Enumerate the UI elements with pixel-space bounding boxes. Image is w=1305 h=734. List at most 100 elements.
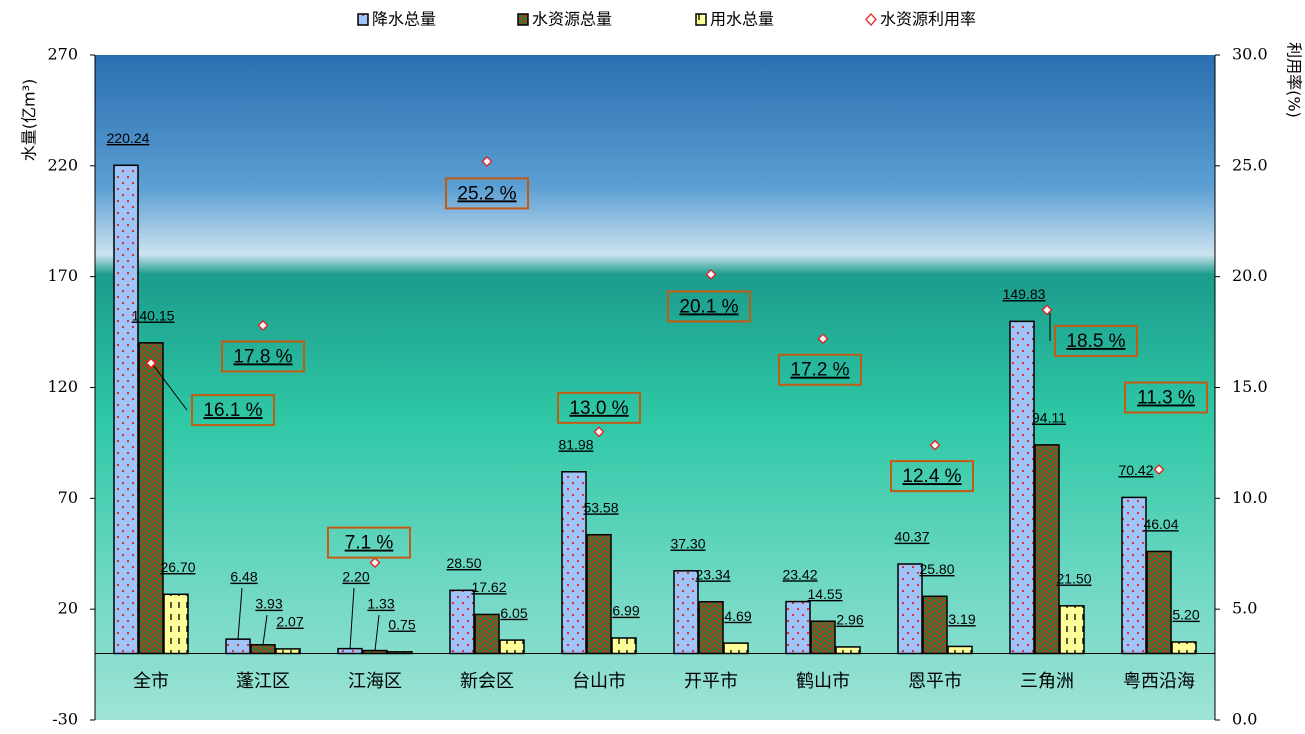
y-tick-label: 120 xyxy=(47,377,78,396)
bar xyxy=(785,600,811,655)
x-tick-label: 开平市 xyxy=(684,671,738,692)
value-label: 6.05 xyxy=(500,605,527,621)
bar xyxy=(138,342,164,655)
x-tick-label: 恩平市 xyxy=(908,671,962,692)
rate-label-box xyxy=(1054,324,1138,357)
value-label: 40.37 xyxy=(894,529,929,545)
value-label: 81.98 xyxy=(558,436,593,452)
y2-tick-label: 10.0 xyxy=(1232,488,1268,507)
leader-line xyxy=(237,587,243,640)
bar xyxy=(387,651,413,655)
rate-marker xyxy=(481,155,493,167)
bar xyxy=(474,613,500,655)
bar xyxy=(947,645,973,655)
bar xyxy=(1059,605,1085,655)
legend-swatch xyxy=(357,13,369,26)
rate-label: 18.5 % xyxy=(1066,331,1125,352)
y2-tick-label: 15.0 xyxy=(1232,377,1268,396)
rate-label: 7.1 % xyxy=(345,533,394,554)
value-label: 26.70 xyxy=(160,559,195,575)
rate-marker xyxy=(369,557,381,569)
y-tick-label: 270 xyxy=(47,45,78,64)
rate-marker xyxy=(145,357,157,369)
legend-label: 降水总量 xyxy=(372,10,436,29)
leader-line xyxy=(374,614,380,651)
bar xyxy=(449,589,475,655)
y-tick-label: -30 xyxy=(52,710,78,729)
value-label: 0.75 xyxy=(388,617,415,633)
y2-tick-label: 25.0 xyxy=(1232,155,1268,174)
rate-label: 13.0 % xyxy=(569,398,628,419)
bar xyxy=(1034,444,1060,655)
value-label: 6.99 xyxy=(612,603,639,619)
rate-marker xyxy=(593,426,605,438)
x-tick-label: 台山市 xyxy=(572,671,626,692)
rate-marker xyxy=(705,269,717,280)
value-label: 6.48 xyxy=(230,569,257,585)
bar xyxy=(673,570,699,655)
bar xyxy=(163,593,189,655)
bar xyxy=(723,642,749,655)
bar xyxy=(922,595,948,655)
value-label: 37.30 xyxy=(670,536,705,552)
bar xyxy=(250,644,276,655)
legend-swatch xyxy=(865,13,877,26)
value-label: 5.20 xyxy=(1172,607,1199,623)
bar xyxy=(810,620,836,655)
rate-marker xyxy=(1041,304,1053,316)
value-label: 149.83 xyxy=(1003,286,1046,302)
rate-label-box xyxy=(445,177,529,210)
y-tick-label: 220 xyxy=(47,155,78,174)
x-tick-label: 粤西沿海 xyxy=(1123,671,1195,692)
bar xyxy=(362,649,388,655)
rate-label: 17.2 % xyxy=(790,360,849,381)
rate-label: 12.4 % xyxy=(902,466,961,487)
value-label: 53.58 xyxy=(583,499,618,515)
bar xyxy=(835,646,861,655)
rate-label-box xyxy=(327,526,411,559)
x-tick-label: 蓬江区 xyxy=(236,671,290,692)
value-label: 1.33 xyxy=(367,596,394,612)
value-label: 46.04 xyxy=(1143,516,1178,532)
y-axis-label: 水量(亿m³) xyxy=(20,79,39,162)
value-label: 28.50 xyxy=(446,555,481,571)
value-label: 2.96 xyxy=(836,612,863,628)
leader-line xyxy=(349,587,355,649)
bar xyxy=(113,164,139,655)
rate-label-box xyxy=(667,290,751,323)
rate-label: 17.8 % xyxy=(233,346,292,367)
y2-axis-label: 利用率(%) xyxy=(1285,42,1304,118)
rate-label: 11.3 % xyxy=(1137,388,1195,409)
x-tick-label: 三角洲 xyxy=(1020,671,1074,692)
leader-line xyxy=(262,614,268,645)
value-label: 220.24 xyxy=(107,130,150,146)
rate-marker xyxy=(817,333,829,345)
value-label: 94.11 xyxy=(1032,410,1066,426)
y-tick-label: 170 xyxy=(47,266,78,285)
rate-label-box xyxy=(778,353,862,386)
rate-label-box xyxy=(557,391,641,424)
x-tick-label: 江海区 xyxy=(348,671,402,692)
value-label: 2.07 xyxy=(276,614,303,630)
bar xyxy=(1121,496,1147,655)
rate-label-box xyxy=(221,340,305,373)
y-tick-label: 20 xyxy=(58,599,78,618)
bar xyxy=(1171,641,1197,655)
legend-swatch xyxy=(695,13,707,26)
value-label: 4.69 xyxy=(724,608,751,624)
bar xyxy=(337,647,363,655)
bar xyxy=(586,533,612,655)
value-label: 2.20 xyxy=(342,569,369,585)
value-label: 25.80 xyxy=(919,561,954,577)
value-label: 23.42 xyxy=(782,566,817,582)
bar xyxy=(499,639,525,655)
legend-label: 水资源利用率 xyxy=(880,10,976,29)
value-label: 3.93 xyxy=(255,596,282,612)
leader-line xyxy=(153,365,188,411)
value-label: 23.34 xyxy=(695,566,730,582)
bar xyxy=(1009,320,1035,655)
value-label: 3.19 xyxy=(948,611,975,627)
value-label: 70.42 xyxy=(1118,462,1153,478)
y2-tick-label: 5.0 xyxy=(1232,599,1257,618)
rate-label: 20.1 % xyxy=(679,296,738,317)
